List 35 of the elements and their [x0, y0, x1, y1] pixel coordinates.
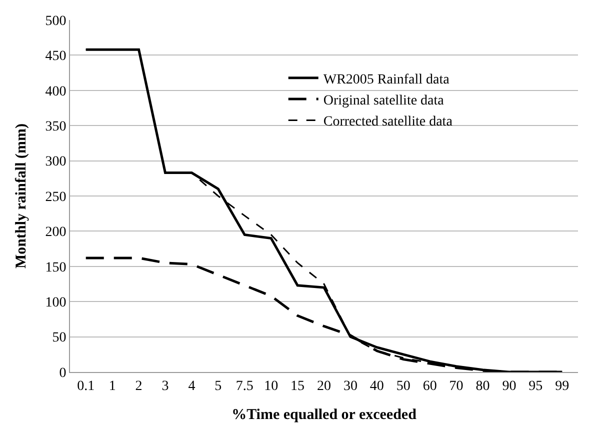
- y-tick-label: 0: [59, 366, 66, 381]
- x-tick-label: 50: [396, 378, 410, 394]
- y-axis-title: Monthly rainfall (mm): [13, 124, 30, 268]
- x-tick-label: 10: [264, 378, 278, 394]
- y-tick-label: 50: [52, 330, 66, 346]
- x-tick-label: 2: [135, 378, 142, 394]
- y-tick-label: 500: [45, 14, 66, 29]
- y-tick-label: 100: [45, 296, 66, 310]
- x-tick-label: 0.1: [77, 378, 95, 394]
- x-tick-label: 3: [162, 378, 169, 394]
- y-tick-label: 150: [45, 260, 66, 276]
- y-tick-label: 250: [45, 190, 66, 205]
- x-tick-label: 80: [476, 378, 490, 394]
- y-tick-label: 400: [45, 84, 66, 100]
- y-tick-label: 350: [45, 120, 66, 134]
- x-tick-label: 95: [528, 378, 543, 394]
- legend-label: Original satellite data: [323, 94, 445, 108]
- y-tick-label: 200: [45, 225, 66, 240]
- x-tick-label: 40: [370, 378, 384, 394]
- x-tick-label: 90: [502, 378, 516, 394]
- y-tick-label: 450: [45, 49, 66, 64]
- y-tick-label: 300: [45, 154, 66, 170]
- x-axis-title: %Time equalled or exceeded: [232, 406, 418, 423]
- x-tick-label: 5: [214, 378, 222, 394]
- x-tick-label: 70: [449, 378, 464, 394]
- legend-label: WR2005 Rainfall data: [323, 72, 450, 88]
- legend-label: Corrected satellite data: [323, 114, 454, 130]
- x-tick-label: 60: [422, 378, 437, 394]
- x-tick-label: 15: [290, 378, 305, 394]
- x-tick-label: 20: [317, 378, 331, 394]
- x-tick-label: 30: [343, 378, 358, 394]
- x-tick-label: 4: [188, 378, 196, 394]
- x-tick-label: 7.5: [236, 378, 254, 394]
- x-tick-label: 99: [555, 378, 570, 394]
- x-tick-label: 1: [108, 378, 116, 394]
